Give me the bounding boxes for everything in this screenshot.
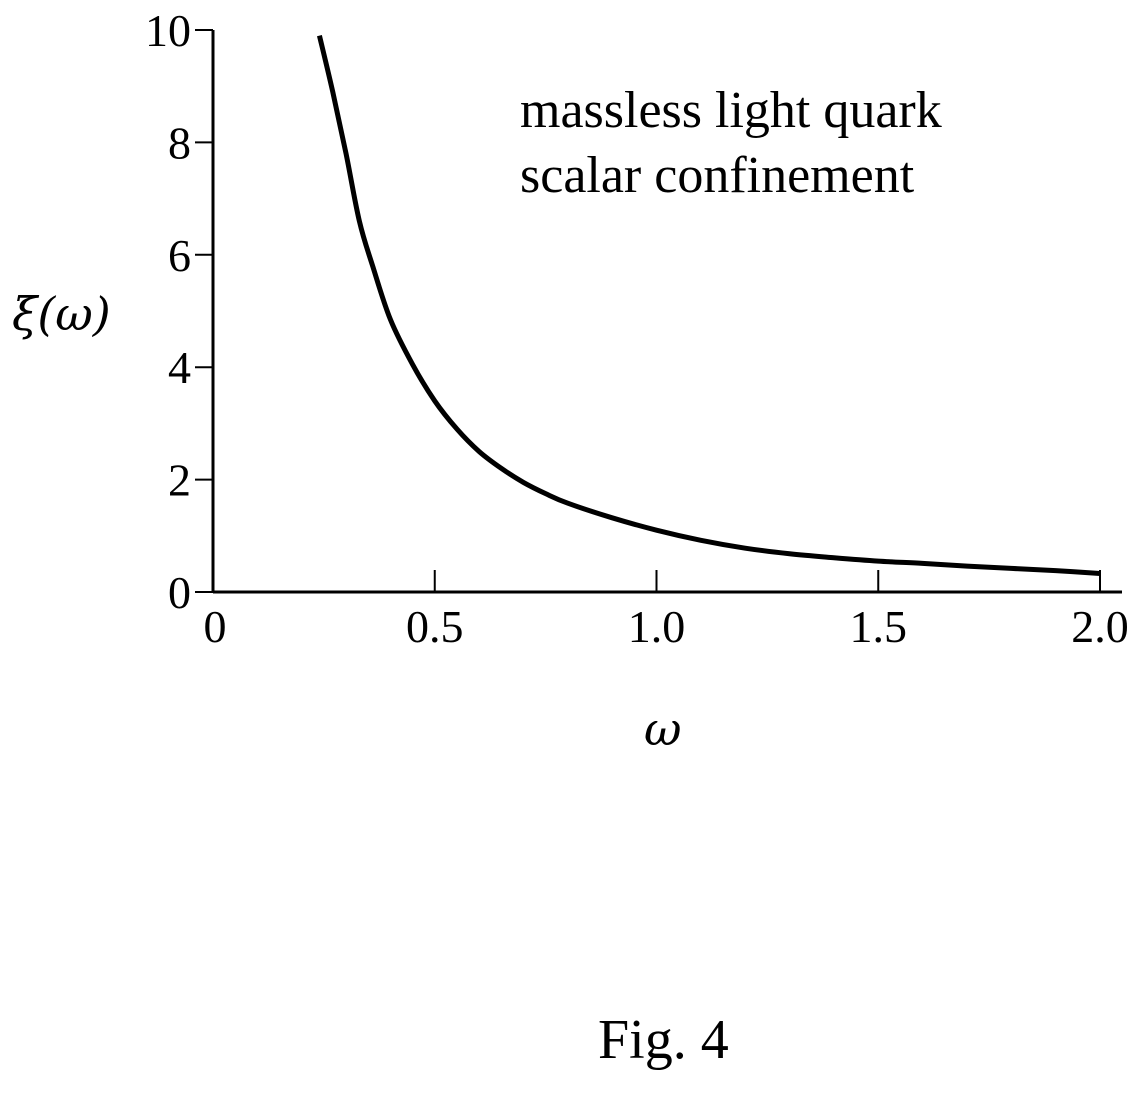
x-tick-label: 0 [204, 601, 227, 652]
x-axis-title: ω [644, 702, 682, 756]
annotation-line-1: massless light quark [520, 82, 942, 139]
ticks: 0 2 4 6 8 10 0 0.5 1.0 1.5 2.0 [145, 5, 1129, 652]
y-tick-label: 6 [168, 230, 191, 281]
y-tick-label: 10 [145, 5, 191, 56]
axes [211, 30, 1122, 594]
x-tick-label: 0.5 [406, 601, 464, 652]
y-tick-label: 2 [168, 455, 191, 506]
series-line [317, 35, 1101, 576]
x-tick-label: 2.0 [1071, 601, 1129, 652]
annotation-line-2: scalar confinement [520, 147, 915, 204]
y-axis-title: ξ(ω) [12, 287, 111, 341]
labels: ξ(ω) ω massless light quark scalar confi… [12, 82, 942, 1071]
y-tick-label: 8 [168, 117, 191, 168]
x-tick-label: 1.0 [628, 601, 686, 652]
x-tick-label: 1.5 [850, 601, 908, 652]
y-tick-label: 0 [168, 567, 191, 618]
series [317, 35, 1101, 576]
y-tick-label: 4 [168, 342, 191, 393]
figure-caption: Fig. 4 [598, 1009, 729, 1071]
